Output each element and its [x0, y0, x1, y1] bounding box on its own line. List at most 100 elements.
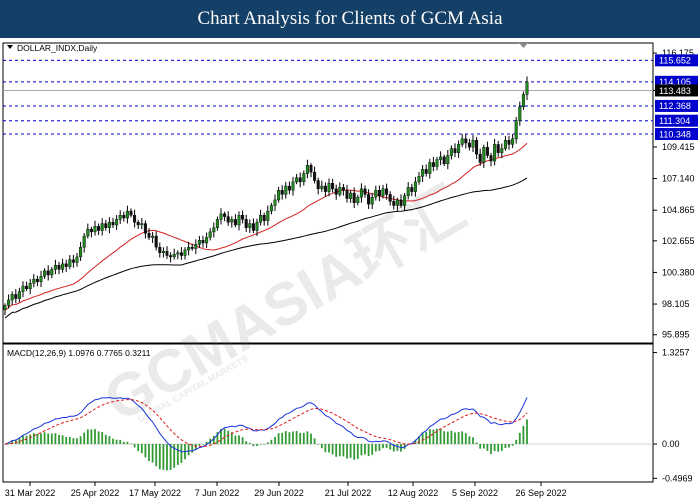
candle [212, 222, 216, 238]
candle [125, 205, 129, 224]
candle [122, 211, 126, 222]
candle [435, 156, 439, 171]
histogram-bar [515, 439, 518, 445]
histogram-bar [284, 431, 287, 445]
histogram-bar [194, 444, 197, 450]
histogram-bar [306, 431, 309, 445]
histogram-bar [295, 430, 298, 445]
histogram-bar [83, 432, 86, 445]
candle [89, 226, 93, 238]
histogram-bar [356, 444, 359, 459]
candle [298, 172, 302, 188]
histogram-bar [198, 444, 201, 446]
candle [327, 178, 331, 197]
histogram-bar [500, 444, 503, 451]
candle [169, 252, 173, 263]
histogram-bar [256, 444, 258, 447]
histogram-bar [234, 435, 237, 445]
level-tag: 115.652 [655, 54, 698, 67]
histogram-bar [79, 436, 82, 445]
histogram-bar [94, 429, 96, 445]
histogram-bar [180, 444, 183, 463]
candle [431, 157, 435, 172]
candle [395, 197, 399, 211]
histogram-bar [122, 441, 125, 445]
candle [399, 194, 403, 208]
candle [208, 228, 212, 241]
candle [39, 270, 43, 288]
histogram-bar [421, 432, 424, 445]
y-tick-label: 102.655 [662, 236, 695, 246]
candle [305, 159, 309, 179]
candle [493, 138, 497, 166]
candle [136, 219, 140, 229]
candle [453, 143, 457, 158]
histogram-bar [364, 444, 366, 455]
candle [413, 176, 417, 197]
histogram-bar [155, 444, 158, 467]
histogram-bar [443, 431, 446, 445]
candle [421, 165, 425, 182]
candle [183, 247, 187, 260]
level-tag: 112.368 [655, 99, 698, 112]
candle [291, 177, 295, 196]
candle [410, 183, 414, 197]
candle [133, 209, 137, 228]
candle [316, 177, 320, 195]
level-tag-label: 111.304 [659, 116, 690, 126]
histogram-bar [263, 444, 266, 445]
x-tick-label: 5 Sep 2022 [452, 488, 498, 498]
histogram-bar [212, 435, 215, 445]
candle [32, 274, 36, 288]
histogram-bar [50, 433, 53, 445]
candle [356, 194, 360, 206]
macd-panel [2, 343, 654, 483]
candle [35, 275, 39, 287]
candle [320, 180, 324, 192]
histogram-bar [4, 444, 6, 445]
candle [190, 243, 194, 251]
histogram-bar [324, 444, 327, 453]
histogram-bar [18, 438, 21, 445]
histogram-bar [382, 444, 384, 449]
candle [205, 232, 209, 249]
candle [21, 281, 25, 298]
candle [194, 239, 198, 255]
histogram-bar [65, 437, 68, 445]
candle [179, 247, 183, 260]
histogram-bar [43, 432, 46, 445]
histogram-bar [133, 444, 136, 448]
histogram-bar [299, 432, 302, 445]
candle [446, 150, 450, 170]
candlesticks [3, 76, 529, 316]
histogram-bar [58, 434, 60, 445]
candle [107, 217, 111, 234]
black-MA-line [4, 177, 528, 319]
histogram-bar [281, 432, 284, 445]
candle [226, 211, 230, 226]
histogram-bar [140, 444, 143, 454]
moving-averages [4, 142, 528, 319]
price-panel [2, 42, 654, 344]
candle [280, 185, 284, 200]
histogram-bar [29, 434, 32, 445]
x-tick-label: 12 Aug 2022 [388, 488, 439, 498]
histogram-bar [497, 444, 500, 452]
candle [417, 171, 421, 185]
candle [104, 219, 108, 231]
histogram-bar [335, 444, 338, 457]
candle [43, 268, 47, 279]
histogram-bar [25, 435, 28, 445]
histogram-bar [385, 444, 388, 448]
histogram-bar [428, 429, 431, 445]
candle [187, 241, 191, 256]
dropdown-triangle-icon[interactable] [7, 45, 13, 49]
histogram-bar [277, 433, 280, 445]
candle [111, 217, 115, 228]
candle [478, 148, 482, 166]
histogram-bar [396, 444, 399, 451]
candle [385, 183, 389, 200]
histogram-bar [454, 432, 456, 445]
histogram-bar [436, 428, 438, 445]
candle [521, 91, 525, 110]
